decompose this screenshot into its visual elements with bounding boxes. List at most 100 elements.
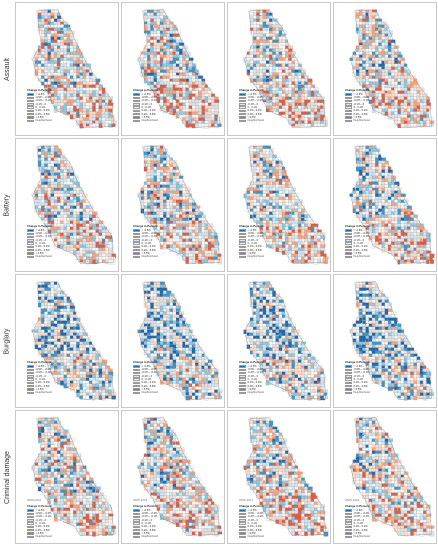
tract-cell [150, 193, 154, 197]
tract-cell [198, 84, 203, 88]
tract-cell [57, 169, 61, 173]
tract-cell [291, 220, 295, 224]
tract-cell [387, 247, 391, 252]
tract-cell [66, 160, 71, 164]
tract-cell [60, 108, 64, 113]
legend-item-label: Neighborhood [353, 255, 370, 259]
tract-cell [281, 238, 286, 242]
tract-cell [204, 235, 209, 239]
tract-cell [371, 238, 376, 243]
tract-cell [89, 238, 93, 242]
tract-cell [66, 48, 71, 53]
tract-cell [307, 96, 312, 100]
choropleth-map [243, 145, 329, 265]
tract-cell [365, 51, 369, 55]
tract-cell [256, 36, 260, 41]
tract-cell [85, 123, 90, 127]
legend-item-label: Neighborhood [35, 255, 52, 259]
tract-cell [288, 256, 292, 262]
tract-cell [291, 66, 295, 70]
tract-cell [275, 172, 279, 176]
tract-cell [394, 229, 398, 233]
tract-cell [381, 220, 385, 224]
tract-cell [285, 39, 288, 44]
tract-cell [259, 18, 264, 22]
tract-cell [169, 99, 173, 104]
tract-cell [387, 72, 392, 76]
legend-item-label: -0.1% - 0 [247, 102, 259, 106]
tract-cell [275, 111, 279, 115]
tract-cell [69, 51, 74, 56]
tract-cell [57, 211, 61, 215]
tract-cell [204, 223, 209, 227]
legend-item: 0.1% - 0.2% [133, 245, 158, 248]
legend-item: -0.1% - 0 [239, 239, 264, 242]
tract-cell [41, 172, 45, 176]
tract-cell [92, 120, 96, 124]
legend-swatch [239, 93, 246, 96]
tract-cell [204, 253, 209, 257]
legend-swatch [133, 235, 140, 239]
legend-item: > 0.5% [133, 116, 158, 119]
tract-cell [69, 305, 75, 310]
tract-cell [301, 229, 305, 234]
tract-cell [172, 48, 177, 52]
tract-cell [69, 350, 74, 355]
tract-cell [355, 48, 359, 53]
tract-cell [365, 160, 369, 164]
tract-cell [198, 96, 202, 100]
tract-cell [185, 63, 189, 67]
tract-cell [140, 66, 145, 70]
tract-cell [416, 250, 420, 254]
tract-cell [249, 27, 254, 31]
tract-cell [69, 102, 74, 106]
tract-cell [419, 229, 423, 233]
tract-cell [265, 66, 269, 70]
tract-cell [297, 229, 302, 233]
legend-swatch [27, 239, 34, 242]
tract-cell [288, 235, 292, 240]
tract-cell [153, 148, 157, 152]
tract-cell [272, 226, 277, 230]
tract-cell [53, 157, 57, 161]
map-panel: Change in Percent < -0.5% -0.5% - -0.2% -0.… [15, 274, 119, 408]
tract-cell [256, 60, 260, 65]
tract-cell [147, 199, 151, 203]
legend-item-label: -0.2% - -0.1% [35, 235, 52, 239]
legend-item: -0.5% - -0.2% [239, 96, 264, 99]
tract-cell [163, 241, 167, 246]
legend-item-label: Neighborhood [141, 255, 158, 259]
tract-cell [320, 244, 326, 248]
tract-cell [304, 247, 308, 251]
tract-cell [41, 284, 45, 288]
tract-cell [307, 238, 311, 243]
tract-cell [265, 241, 269, 245]
map-legend: Change in Percent < -0.5% -0.5% - -0.2% -0.… [239, 88, 264, 122]
legend-swatch [345, 252, 352, 255]
tract-cell [69, 317, 73, 321]
tract-cell [359, 36, 363, 41]
tract-cell [207, 250, 212, 254]
tract-cell [378, 205, 382, 210]
tract-cell [63, 308, 68, 312]
tract-cell [41, 178, 45, 182]
tract-cell [317, 93, 322, 97]
tract-cell [214, 105, 219, 109]
tract-cell [320, 108, 325, 112]
tract-cell [310, 250, 314, 254]
legend-item-label: -0.5% - -0.2% [141, 96, 158, 100]
tract-cell [50, 169, 55, 173]
tract-cell [195, 72, 199, 76]
tract-cell [82, 211, 87, 215]
tract-cell [82, 87, 86, 91]
tract-cell [50, 48, 54, 52]
tract-cell [416, 241, 421, 246]
tract-cell [143, 196, 148, 200]
tract-cell [262, 87, 266, 91]
tract-cell [407, 250, 411, 254]
tract-cell [265, 226, 269, 231]
tract-cell [214, 99, 220, 103]
tract-cell [246, 54, 250, 58]
tract-cell [275, 39, 280, 43]
legend-item: -0.1% - 0 [133, 239, 158, 242]
